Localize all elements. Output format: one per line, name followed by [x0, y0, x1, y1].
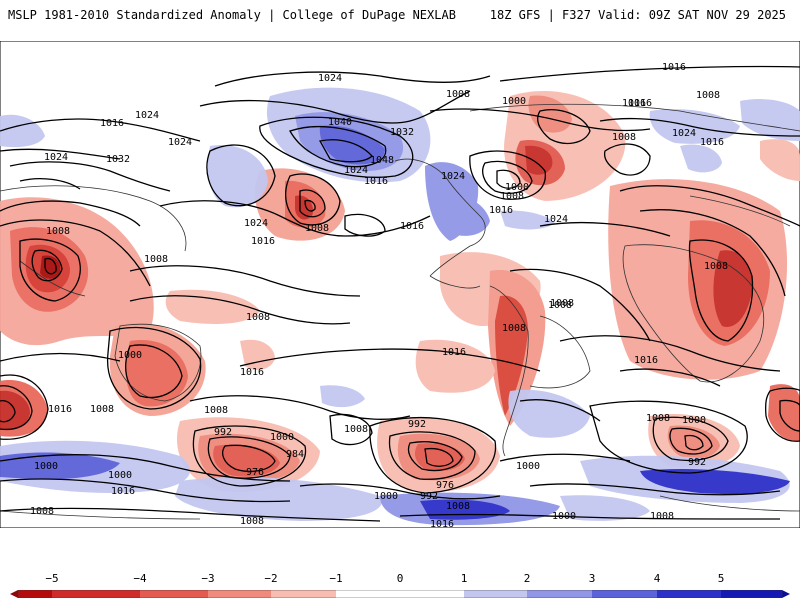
colorbar-swatch — [336, 590, 464, 598]
contour-label: 1000 — [270, 432, 294, 443]
colorbar-tick: 2 — [523, 572, 531, 585]
contour-label: 1016 — [662, 62, 686, 73]
contour-label: 992 — [408, 419, 426, 430]
contour-label: 1016 — [111, 486, 135, 497]
isobars — [0, 65, 800, 522]
contour-label: 1008 — [90, 404, 114, 415]
contour-label: 1008 — [344, 424, 368, 435]
contour-label: 1000 — [505, 182, 529, 193]
colorbar-swatch — [657, 590, 721, 598]
contour-label: 1024 — [344, 165, 368, 176]
colorbar-tick: −4 — [133, 572, 147, 585]
contour-label: 1016 — [48, 404, 72, 415]
contour-label: 1008 — [696, 90, 720, 101]
contour-label: 1008 — [612, 132, 636, 143]
contour-label: 976 — [246, 467, 264, 478]
contour-label: 1024 — [544, 214, 568, 225]
contour-label: 1008 — [704, 261, 728, 272]
colorbar-tick: 1 — [460, 572, 468, 585]
contour-label: 1008 — [502, 323, 526, 334]
contour-label: 1008 — [246, 312, 270, 323]
colorbar-tick: 3 — [588, 572, 596, 585]
colorbar-tick: 5 — [717, 572, 725, 585]
map-panel: 1024 1016 1008 1000 1016 1008 1024 1016 … — [0, 41, 800, 528]
contour-label: 1016 — [628, 98, 652, 109]
contour-labels: 1024 1016 1008 1000 1016 1008 1024 1016 … — [30, 62, 728, 528]
contour-label: 1008 — [446, 89, 470, 100]
contour-label: 1008 — [646, 413, 670, 424]
contour-label: 1024 — [441, 171, 465, 182]
colorbar-swatch — [527, 590, 592, 598]
contour-label: 1008 — [305, 223, 329, 234]
colorbar-swatch — [208, 590, 271, 598]
contour-label: 1048 — [370, 155, 394, 166]
contour-label: 1024 — [318, 73, 342, 84]
contour-label: 1016 — [442, 347, 466, 358]
colorbar-swatch — [140, 590, 208, 598]
contour-label: 1000 — [682, 415, 706, 426]
contour-label: 1000 — [552, 511, 576, 522]
contour-label: 1008 — [550, 298, 574, 309]
colorbar-scale — [10, 590, 790, 598]
colorbar-tick: 0 — [396, 572, 404, 585]
contour-label: 976 — [436, 480, 454, 491]
contour-label: 1008 — [548, 300, 572, 311]
colorbar-tick: −2 — [264, 572, 278, 585]
contour-label: 1008 — [500, 191, 524, 202]
colorbar-swatch — [464, 590, 527, 598]
contour-label: 1016 — [430, 519, 454, 528]
map-title: MSLP 1981-2010 Standardized Anomaly | Co… — [8, 8, 456, 22]
contour-label: 1016 — [634, 355, 658, 366]
contour-label: 1040 — [328, 117, 352, 128]
contour-label: 1032 — [106, 154, 130, 165]
colorbar-swatch — [18, 590, 52, 598]
contour-label: 1016 — [400, 221, 424, 232]
model-run-info: 18Z GFS | F327 Valid: 09Z SAT NOV 29 202… — [489, 8, 786, 22]
contour-label: 1008 — [240, 516, 264, 527]
contour-label: 1000 — [502, 96, 526, 107]
contour-label: 1000 — [108, 470, 132, 481]
colorbar-tick: −1 — [329, 572, 343, 585]
contour-label: 1016 — [489, 205, 513, 216]
contour-label: 992 — [214, 427, 232, 438]
colorbar-swatch — [52, 590, 140, 598]
contour-label: 992 — [688, 457, 706, 468]
contour-label: 1024 — [244, 218, 268, 229]
contour-label: 1016 — [251, 236, 275, 247]
colorbar-swatch — [271, 590, 336, 598]
negative-anomaly-shading — [0, 90, 800, 493]
contour-label: 1032 — [390, 127, 414, 138]
contour-label: 1008 — [446, 501, 470, 512]
contour-label: 1016 — [622, 98, 646, 109]
colorbar-tick: −3 — [201, 572, 215, 585]
header: MSLP 1981-2010 Standardized Anomaly | Co… — [0, 0, 800, 30]
coastlines — [0, 103, 800, 520]
contour-label: 1000 — [118, 350, 142, 361]
contour-label: 1024 — [168, 137, 192, 148]
positive-anomaly-shading — [0, 87, 800, 526]
contour-label: 1000 — [374, 491, 398, 502]
contour-label: 1024 — [44, 152, 68, 163]
contour-label: 1024 — [672, 128, 696, 139]
contour-label: 1000 — [34, 461, 58, 472]
contour-label: 1008 — [650, 511, 674, 522]
colorbar: −5 −4 −3 −2 −1 0 1 2 3 4 5 — [0, 572, 800, 600]
contour-label: 1016 — [364, 176, 388, 187]
contour-label: 1016 — [100, 118, 124, 129]
map-svg: 1024 1016 1008 1000 1016 1008 1024 1016 … — [0, 41, 800, 528]
contour-label: 1008 — [144, 254, 168, 265]
contour-label: 1000 — [516, 461, 540, 472]
contour-label: 1008 — [204, 405, 228, 416]
colorbar-tick: 4 — [653, 572, 661, 585]
colorbar-tick: −5 — [45, 572, 59, 585]
contour-label: 984 — [286, 449, 304, 460]
contour-label: 1008 — [30, 506, 54, 517]
contour-label: 992 — [420, 491, 438, 502]
contour-label: 1024 — [135, 110, 159, 121]
colorbar-swatch — [592, 590, 657, 598]
contour-label: 1008 — [46, 226, 70, 237]
contour-label: 1016 — [700, 137, 724, 148]
contour-label: 1016 — [240, 367, 264, 378]
colorbar-swatch — [721, 590, 782, 598]
